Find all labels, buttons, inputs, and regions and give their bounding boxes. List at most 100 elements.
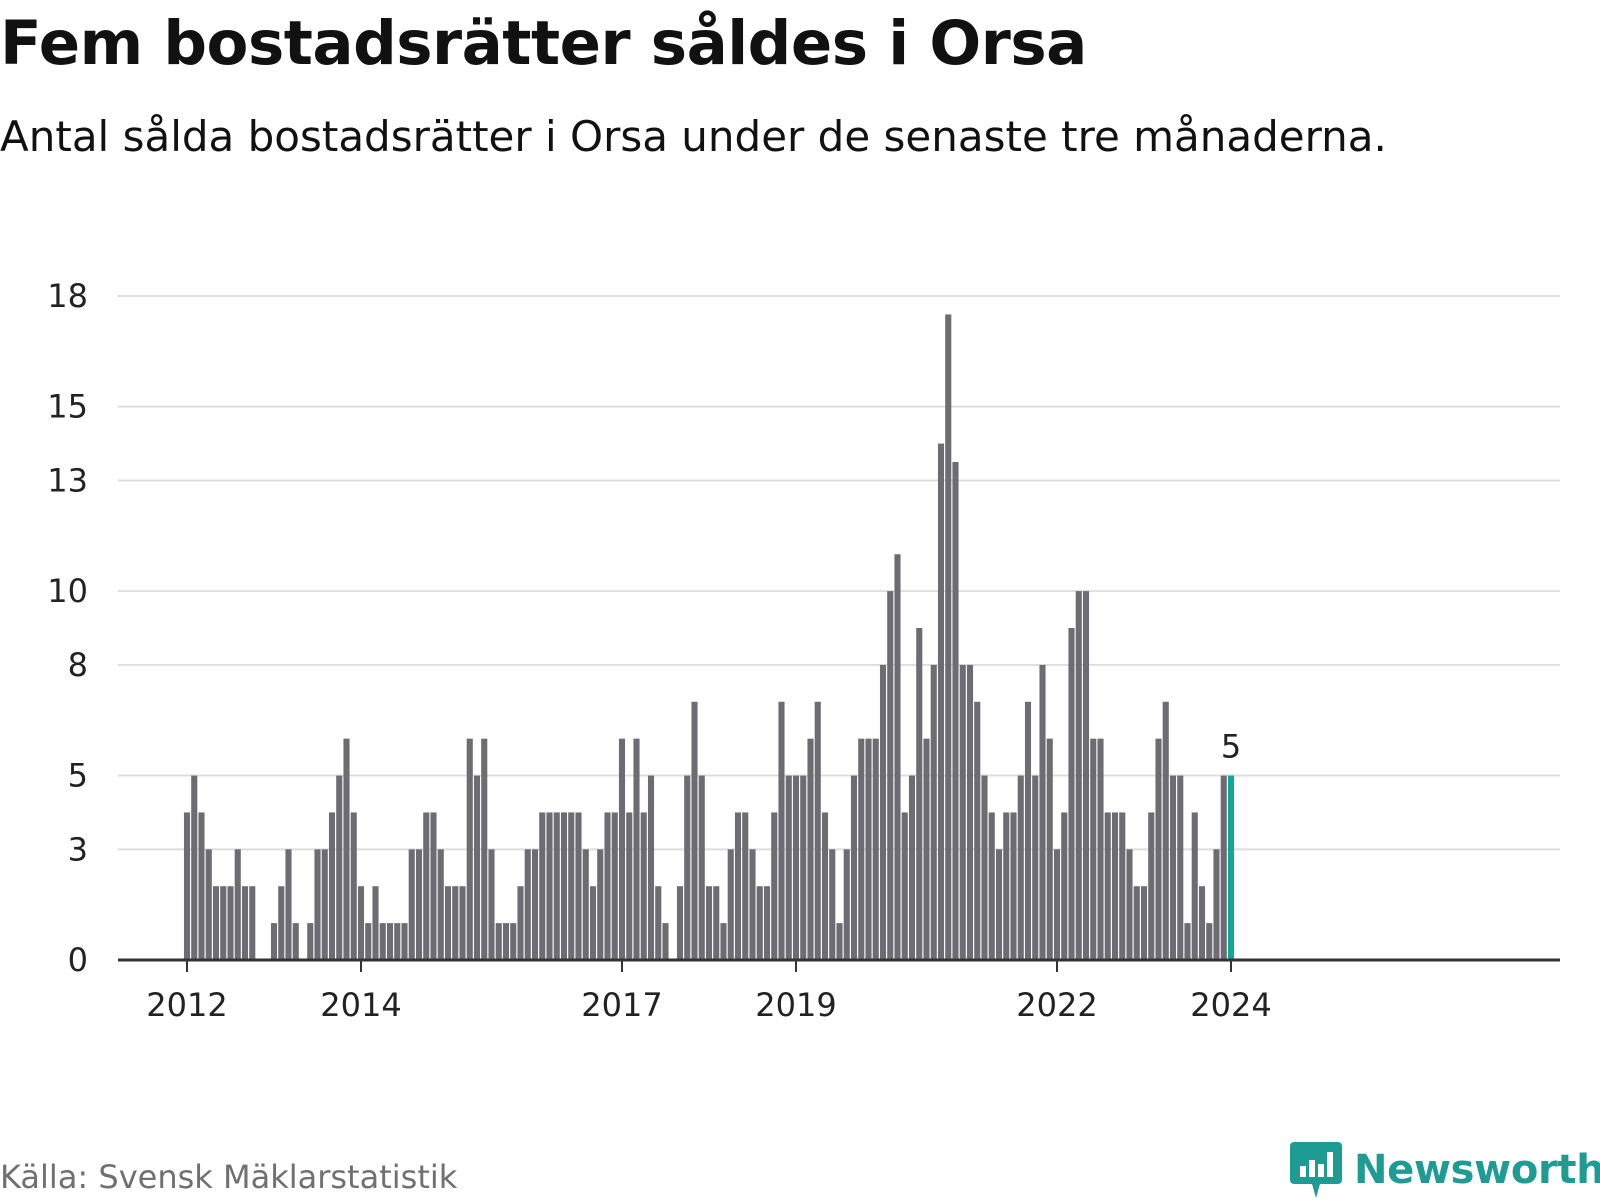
bar — [727, 849, 734, 960]
bar — [1133, 886, 1140, 960]
bar — [372, 886, 379, 960]
highlight-value-label: 5 — [1221, 728, 1241, 766]
bar — [1010, 812, 1017, 960]
bar — [314, 849, 321, 960]
bar — [473, 775, 481, 960]
x-tick-label: 2019 — [755, 986, 836, 1024]
bar — [481, 738, 488, 960]
bar — [488, 849, 495, 960]
bar — [1169, 775, 1177, 960]
bar — [270, 923, 278, 960]
bar — [829, 849, 836, 960]
bar — [713, 886, 720, 960]
bar — [1053, 849, 1061, 960]
bar — [1206, 923, 1213, 960]
bar — [930, 664, 937, 960]
bar — [966, 664, 974, 960]
bar — [981, 775, 988, 960]
bar — [343, 738, 350, 960]
bar — [901, 812, 908, 960]
bar — [510, 923, 517, 960]
bar — [821, 812, 829, 960]
bar — [647, 775, 655, 960]
bar-chart-speech-bubble-icon — [1290, 1142, 1342, 1198]
bar — [879, 664, 887, 960]
bar — [495, 923, 502, 960]
bar — [626, 812, 633, 960]
bar — [1075, 591, 1082, 960]
bar — [945, 314, 952, 960]
x-tick-label: 2014 — [320, 986, 401, 1024]
bar — [466, 738, 473, 960]
bar — [662, 923, 669, 960]
bar — [582, 849, 589, 960]
x-tick-label: 2024 — [1190, 986, 1271, 1024]
bar — [183, 812, 191, 960]
bar — [1017, 775, 1024, 960]
y-tick-label: 18 — [47, 277, 88, 315]
bar — [676, 886, 684, 960]
bar — [865, 738, 872, 960]
bar — [1177, 775, 1184, 960]
bar — [756, 886, 763, 960]
bar — [633, 738, 640, 960]
y-tick-label: 15 — [47, 388, 88, 426]
bar — [858, 738, 865, 960]
bar — [698, 775, 705, 960]
bar — [916, 628, 923, 960]
bar — [379, 923, 386, 960]
bar — [800, 775, 807, 960]
bar — [742, 812, 749, 960]
bar — [415, 849, 423, 960]
bar — [1184, 923, 1191, 960]
bar — [430, 812, 437, 960]
y-tick-label: 0 — [68, 941, 88, 979]
bar — [307, 923, 314, 960]
bar — [560, 812, 568, 960]
bar — [1003, 812, 1010, 960]
x-tick-label: 2022 — [1016, 986, 1097, 1024]
bar — [995, 849, 1003, 960]
bar — [850, 775, 858, 960]
bar — [1191, 812, 1198, 960]
bar — [1119, 812, 1126, 960]
bar — [437, 849, 444, 960]
y-tick-label: 13 — [47, 461, 88, 499]
bar — [198, 812, 205, 960]
bar — [386, 923, 394, 960]
bar — [531, 849, 539, 960]
bar — [452, 886, 459, 960]
bar — [191, 775, 198, 960]
bar — [655, 886, 662, 960]
chart-title: Fem bostadsrätter såldes i Orsa — [0, 8, 1087, 79]
bar — [278, 886, 285, 960]
bar — [408, 849, 415, 960]
bar — [285, 849, 292, 960]
bar — [568, 812, 575, 960]
bar — [872, 738, 879, 960]
bar — [807, 738, 814, 960]
bar — [241, 886, 249, 960]
bar-chart: 0 3 5 8 10 13 15 18 2012 2014 2017 2019 2022 2024 5 — [47, 277, 1560, 1024]
bar — [575, 812, 582, 960]
bar — [1148, 812, 1155, 960]
bar — [640, 812, 647, 960]
bar — [974, 701, 981, 960]
chart-subtitle: Antal sålda bostadsrätter i Orsa under d… — [0, 112, 1387, 161]
bar — [517, 886, 524, 960]
bar — [524, 849, 531, 960]
bar — [227, 886, 234, 960]
bar — [328, 812, 336, 960]
bar — [350, 812, 357, 960]
bar — [785, 775, 792, 960]
bar — [1126, 849, 1133, 960]
bar — [763, 886, 771, 960]
bar — [952, 462, 959, 960]
newsworthy-logo[interactable]: Newsworthy — [1290, 1140, 1600, 1200]
bar — [553, 812, 560, 960]
bar — [539, 812, 546, 960]
y-tick-label: 10 — [47, 572, 88, 610]
bar — [618, 738, 626, 960]
bar — [1104, 812, 1111, 960]
bar — [814, 701, 821, 960]
